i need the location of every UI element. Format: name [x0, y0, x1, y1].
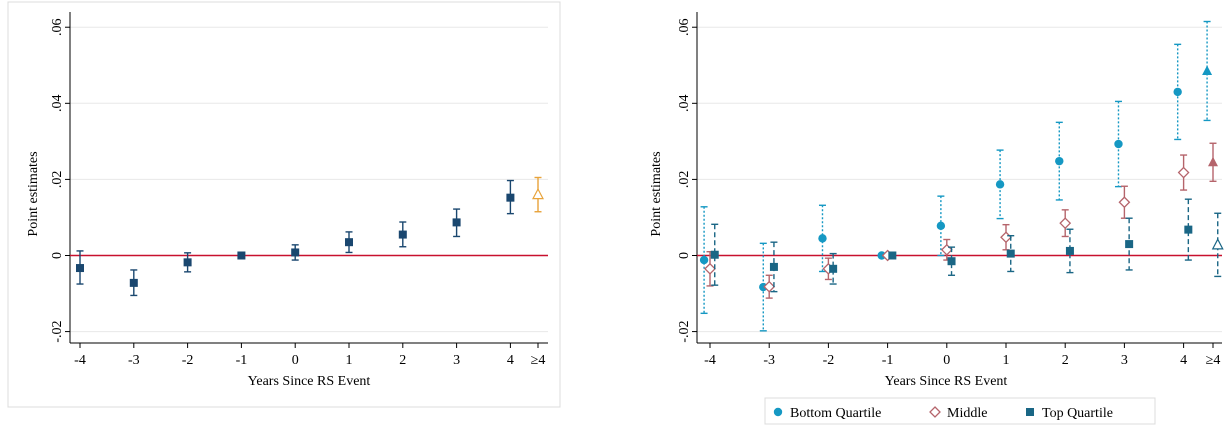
x-tick-label: -2 — [182, 353, 194, 368]
y-tick-label: 0 — [677, 252, 692, 259]
series — [532, 176, 544, 213]
legend-label: Top Quartile — [1042, 406, 1113, 421]
series — [710, 198, 1224, 293]
x-tick-label: ≥4 — [1206, 353, 1221, 368]
point-estimate-marker — [398, 230, 407, 239]
right-plot: -.02 0 .02 .04 .06 -4 -3 -2 -1 0 1 2 3 4 ≥4 — [677, 12, 1224, 368]
right-panel: -.02 0 .02 .04 .06 -4 -3 -2 -1 0 1 2 3 4 ≥4 Point esti… — [649, 12, 1224, 425]
point-estimate-marker — [291, 248, 300, 257]
point-estimate-marker — [699, 255, 709, 265]
point-estimate-marker — [1065, 246, 1074, 255]
point-estimate-marker — [1177, 166, 1190, 179]
point-estimate-marker — [995, 180, 1005, 189]
y-tick-label: -.02 — [50, 321, 65, 343]
point-estimate-marker — [940, 243, 953, 256]
y-tick-label: .06 — [50, 18, 65, 36]
legend-label: Bottom Quartile — [790, 406, 881, 421]
x-tick-label: 2 — [1062, 353, 1069, 368]
point-estimate-marker — [532, 187, 544, 200]
point-estimate-marker — [76, 264, 84, 273]
y-tick-label: .02 — [50, 171, 65, 189]
x-tick-label: -1 — [236, 353, 248, 368]
point-estimate-marker — [710, 250, 719, 259]
legend-item: Middle — [929, 406, 987, 421]
x-tick-label: 3 — [453, 353, 460, 368]
point-estimate-marker — [1000, 231, 1012, 244]
x-tick-label: -3 — [128, 353, 140, 368]
point-estimate-marker — [237, 251, 246, 260]
x-tick-label: 4 — [507, 353, 514, 368]
legend-marker — [1026, 408, 1034, 416]
point-estimate-marker — [704, 262, 716, 275]
x-tick-label: -2 — [823, 353, 835, 368]
right-y-axis-label: Point estimates — [649, 151, 664, 236]
point-estimate-marker — [947, 257, 956, 266]
y-tick-label: .02 — [677, 171, 692, 189]
x-tick-label: -3 — [763, 353, 775, 368]
series — [699, 20, 1213, 332]
point-estimate-marker — [1211, 238, 1224, 250]
legend-marker — [773, 407, 783, 417]
point-estimate-marker — [129, 278, 138, 287]
point-estimate-marker — [506, 193, 515, 202]
series — [704, 142, 1218, 299]
point-estimate-marker — [1208, 156, 1218, 167]
point-estimate-marker — [818, 234, 827, 243]
y-tick-label: -.02 — [677, 321, 692, 343]
x-tick-label: 0 — [943, 353, 950, 368]
point-estimate-marker — [888, 251, 897, 260]
point-estimate-marker — [1173, 87, 1182, 97]
legend-frame — [764, 397, 1156, 425]
left-plot: -.02 0 .02 .04 .06 -4 -3 -2 -1 0 1 2 3 4 ≥4 — [50, 12, 548, 368]
point-estimate-marker — [345, 238, 353, 247]
point-estimate-marker — [829, 264, 838, 273]
point-estimate-marker — [1125, 240, 1134, 249]
point-estimate-marker — [1184, 225, 1193, 234]
x-tick-label: 1 — [1003, 353, 1010, 368]
legend-item: Top Quartile — [1026, 406, 1113, 421]
y-tick-label: .06 — [677, 18, 692, 36]
x-tick-label: 4 — [1180, 353, 1187, 368]
legend-label: Middle — [947, 406, 987, 421]
legend: Bottom Quartile Middle Top Quartile — [764, 397, 1156, 425]
point-estimate-marker — [763, 280, 776, 293]
point-estimate-marker — [1118, 196, 1131, 209]
point-estimate-marker — [877, 251, 886, 260]
x-tick-label: -1 — [882, 353, 894, 368]
point-estimate-marker — [183, 258, 192, 267]
left-panel-frame — [7, 1, 561, 408]
left-x-axis-label: Years Since RS Event — [248, 374, 371, 389]
point-estimate-marker — [1055, 156, 1064, 166]
y-tick-label: .04 — [677, 95, 692, 113]
x-tick-label: 2 — [399, 353, 406, 368]
x-tick-label: ≥4 — [531, 353, 546, 368]
legend-marker — [929, 406, 941, 418]
point-estimate-marker — [1059, 217, 1072, 230]
point-estimate-marker — [769, 262, 778, 271]
point-estimate-marker — [1114, 139, 1123, 149]
x-tick-label: -4 — [704, 353, 716, 368]
y-tick-label: .04 — [50, 95, 65, 113]
left-y-axis-label: Point estimates — [26, 151, 41, 236]
series — [76, 179, 515, 297]
x-tick-label: 3 — [1121, 353, 1128, 368]
x-tick-label: 0 — [292, 353, 299, 368]
point-estimate-marker — [452, 218, 461, 227]
legend-item: Bottom Quartile — [773, 406, 881, 421]
point-estimate-marker — [936, 221, 946, 231]
x-tick-label: 1 — [346, 353, 353, 368]
point-estimate-marker — [1006, 249, 1015, 258]
left-panel: -.02 0 .02 .04 .06 -4 -3 -2 -1 0 1 2 3 4 ≥4 Point esti… — [7, 1, 561, 408]
point-estimate-marker — [1202, 65, 1213, 75]
x-tick-label: -4 — [74, 353, 86, 368]
y-tick-label: 0 — [50, 252, 65, 259]
right-x-axis-label: Years Since RS Event — [885, 374, 1008, 389]
